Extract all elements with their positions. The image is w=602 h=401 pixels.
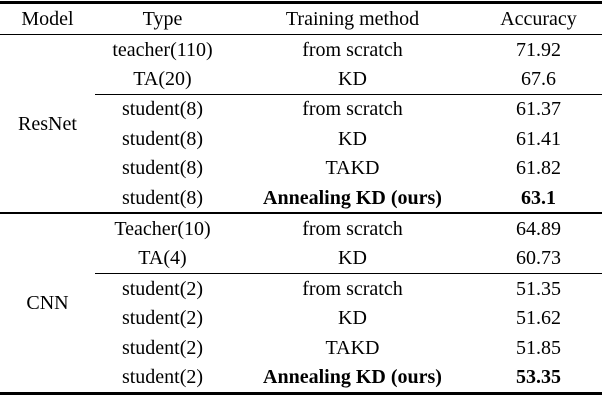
col-header-training-method: Training method — [230, 2, 475, 35]
table-row: student(8) Annealing KD (ours) 63.1 — [0, 183, 602, 213]
cell-type: student(8) — [121, 127, 204, 150]
cell-training-method: TAKD — [325, 157, 380, 180]
col-header-accuracy: Accuracy — [475, 2, 602, 35]
cell-accuracy: 51.62 — [516, 307, 561, 330]
table-row: student(8) KD 61.41 — [0, 124, 602, 153]
cell-accuracy: 60.73 — [516, 247, 561, 270]
cell-training-method: KD — [338, 68, 367, 91]
cell-type: TA(4) — [138, 247, 187, 270]
table-row: student(8) from scratch 61.37 — [0, 93, 602, 125]
cell-accuracy: 67.6 — [521, 68, 556, 91]
table-row: TA(20) KD 67.6 — [0, 64, 602, 94]
cell-accuracy: 71.92 — [516, 38, 561, 61]
cell-type: student(2) — [121, 307, 204, 330]
cell-training-method: Annealing KD (ours) — [263, 186, 442, 209]
table-row: ResNet teacher(110) from scratch 71.92 — [0, 35, 602, 134]
table-row: student(2) Annealing KD (ours) 53.35 — [0, 362, 602, 393]
cell-accuracy: 61.82 — [516, 157, 561, 180]
cell-training-method: KD — [338, 307, 367, 330]
table-row: TA(4) KD 60.73 — [0, 244, 602, 274]
cell-training-method: KD — [338, 247, 367, 270]
table-row: student(8) TAKD 61.82 — [0, 154, 602, 183]
cell-type: Teacher(10) — [95, 212, 230, 244]
cell-type: student(8) — [121, 157, 204, 180]
cell-accuracy: 53.35 — [516, 365, 561, 388]
model-group-label: ResNet — [18, 112, 77, 135]
table-row: student(2) TAKD 51.85 — [0, 333, 602, 362]
col-header-model: Model — [0, 2, 95, 35]
cell-type: student(2) — [121, 336, 204, 359]
col-header-type: Type — [95, 2, 230, 35]
cell-type: student(8) — [121, 186, 204, 209]
table-row: student(2) from scratch 51.35 — [0, 273, 602, 304]
model-group-label: CNN — [0, 212, 95, 394]
cell-accuracy: 61.37 — [475, 93, 602, 125]
cell-training-method: from scratch — [230, 273, 475, 304]
cell-accuracy: 51.35 — [475, 273, 602, 304]
cell-accuracy: 64.89 — [475, 212, 602, 244]
cell-training-method: KD — [338, 127, 367, 150]
cell-type: TA(20) — [133, 68, 192, 91]
header-row: Model Type Training method Accuracy — [0, 2, 602, 35]
cell-type: student(2) — [95, 273, 230, 304]
table-row: CNN Teacher(10) from scratch 64.89 — [0, 212, 602, 394]
cell-training-method: from scratch — [230, 93, 475, 125]
cell-training-method: from scratch — [302, 38, 403, 61]
cell-training-method: Annealing KD (ours) — [263, 365, 442, 388]
cell-training-method: TAKD — [325, 336, 380, 359]
table-row: student(2) KD 51.62 — [0, 304, 602, 333]
cell-type: student(2) — [121, 365, 204, 388]
cell-accuracy: 61.41 — [516, 127, 561, 150]
cell-type: student(8) — [95, 93, 230, 125]
cell-training-method: from scratch — [230, 212, 475, 244]
cell-type: teacher(110) — [112, 38, 213, 61]
cell-accuracy: 63.1 — [521, 186, 556, 209]
cell-accuracy: 51.85 — [516, 336, 561, 359]
